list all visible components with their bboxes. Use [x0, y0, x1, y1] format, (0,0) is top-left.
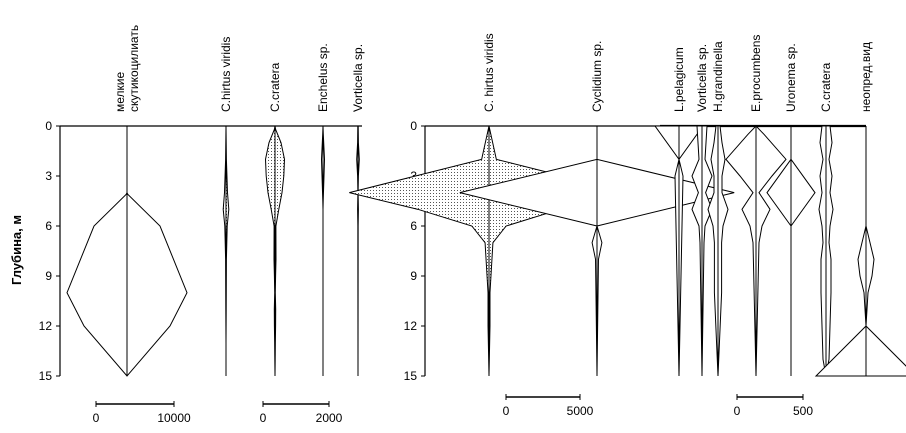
kites-layer	[66, 125, 906, 377]
species-label: Cyclidium sp.	[590, 41, 604, 112]
y-tick-label: 0	[410, 119, 417, 133]
species-label: C.cratera	[268, 62, 282, 112]
species-label: L.pelagicum	[672, 47, 686, 112]
species-label: скутикоцилиать	[127, 25, 141, 112]
labels-layer: мелкие скутикоцилиать C.hirtus viridis C.cr…	[113, 25, 873, 112]
scale-bar-max-label: 2000	[316, 411, 343, 425]
scale-bar-max-label: 10000	[157, 411, 191, 425]
species-label: H.grandinella	[711, 41, 725, 112]
scale-bar-min-label: 0	[503, 404, 510, 418]
species-label: E.procumbens	[749, 35, 763, 112]
y-tick-label: 15	[404, 369, 418, 383]
scale-bars-layer: 0 10000 0 2000 0 5000 0 500	[93, 394, 813, 425]
species-label: Enchelus sp.	[316, 43, 330, 112]
species-label: C. hirtus viridis	[482, 33, 496, 112]
scale-bar-max-label: 5000	[567, 404, 594, 418]
y-tick-label: 9	[45, 269, 52, 283]
y-tick-label: 0	[45, 119, 52, 133]
scale-bar-min-label: 0	[260, 411, 267, 425]
species-label: Uronema sp.	[784, 43, 798, 112]
y-tick-label: 6	[45, 219, 52, 233]
species-label: мелкие	[113, 72, 127, 112]
axes-layer: 0369121503691215	[39, 119, 866, 383]
scale-bar-max-label: 500	[793, 404, 813, 418]
species-label: Vorticella sp.	[351, 44, 365, 112]
y-tick-label: 12	[39, 319, 53, 333]
species-label: C.hirtus viridis	[219, 37, 233, 112]
y-tick-label: 15	[39, 369, 53, 383]
scale-bar-min-label: 0	[93, 411, 100, 425]
y-tick-label: 3	[45, 169, 52, 183]
species-label: неопред.вид	[859, 42, 873, 112]
y-axis-label: Глубина, м	[9, 215, 24, 285]
scale-bar-min-label: 0	[734, 404, 741, 418]
y-tick-label: 9	[410, 269, 417, 283]
species-label: C.cratera	[819, 62, 833, 112]
species-label: Vorticella sp.	[695, 44, 709, 112]
y-tick-label: 6	[410, 219, 417, 233]
y-tick-label: 12	[404, 319, 418, 333]
